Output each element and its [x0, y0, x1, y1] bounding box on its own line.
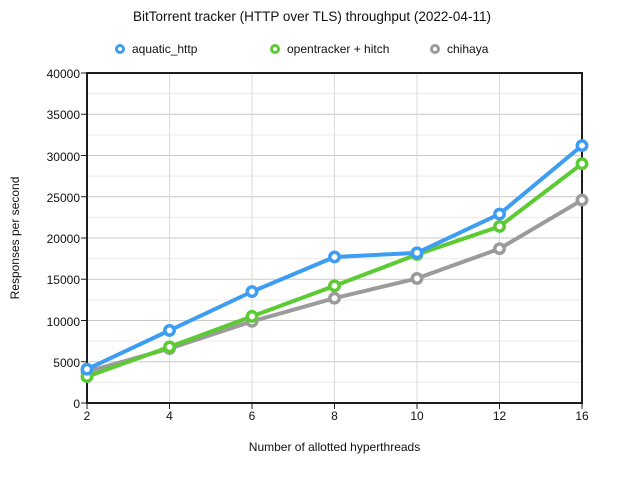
data-point-marker-opentracker-hitch [245, 309, 259, 323]
data-point-marker-chihaya [328, 291, 341, 305]
data-point-marker-opentracker-hitch [575, 157, 589, 171]
legend-label-chihaya: chihaya [447, 42, 489, 56]
x-axis-title: Number of allotted hyperthreads [248, 440, 421, 454]
data-point-marker-chihaya [493, 242, 506, 256]
legend-marker-icon-opentracker-hitch [270, 44, 280, 54]
data-point-marker-chihaya [410, 271, 424, 285]
data-point-marker-opentracker-hitch [493, 220, 506, 233]
data-point-marker-aquatic-http [410, 246, 424, 260]
legend-item-chihaya: chihaya [430, 42, 488, 56]
data-point-marker-aquatic-http [80, 362, 94, 376]
data-point-marker-aquatic-http [493, 207, 506, 221]
data-point-marker-aquatic-http [163, 323, 176, 337]
plot-frame [86, 72, 583, 404]
data-point-marker-chihaya [575, 193, 589, 207]
legend-item-aquatic-http: aquatic_http [115, 42, 197, 56]
legend-label-opentracker-hitch: opentracker + hitch [287, 42, 390, 56]
data-point-marker-opentracker-hitch [163, 340, 176, 354]
legend-item-opentracker-hitch: opentracker + hitch [270, 42, 389, 56]
legend-marker-icon-chihaya [430, 44, 440, 54]
data-point-marker-aquatic-http [245, 285, 259, 299]
legend-marker-icon-aquatic-http [115, 44, 125, 54]
data-point-marker-aquatic-http [575, 139, 589, 153]
data-point-marker-aquatic-http [328, 250, 341, 264]
legend-label-aquatic-http: aquatic_http [132, 42, 198, 56]
data-point-marker-opentracker-hitch [328, 279, 341, 293]
chart-title: BitTorrent tracker (HTTP over TLS) throu… [133, 9, 491, 24]
